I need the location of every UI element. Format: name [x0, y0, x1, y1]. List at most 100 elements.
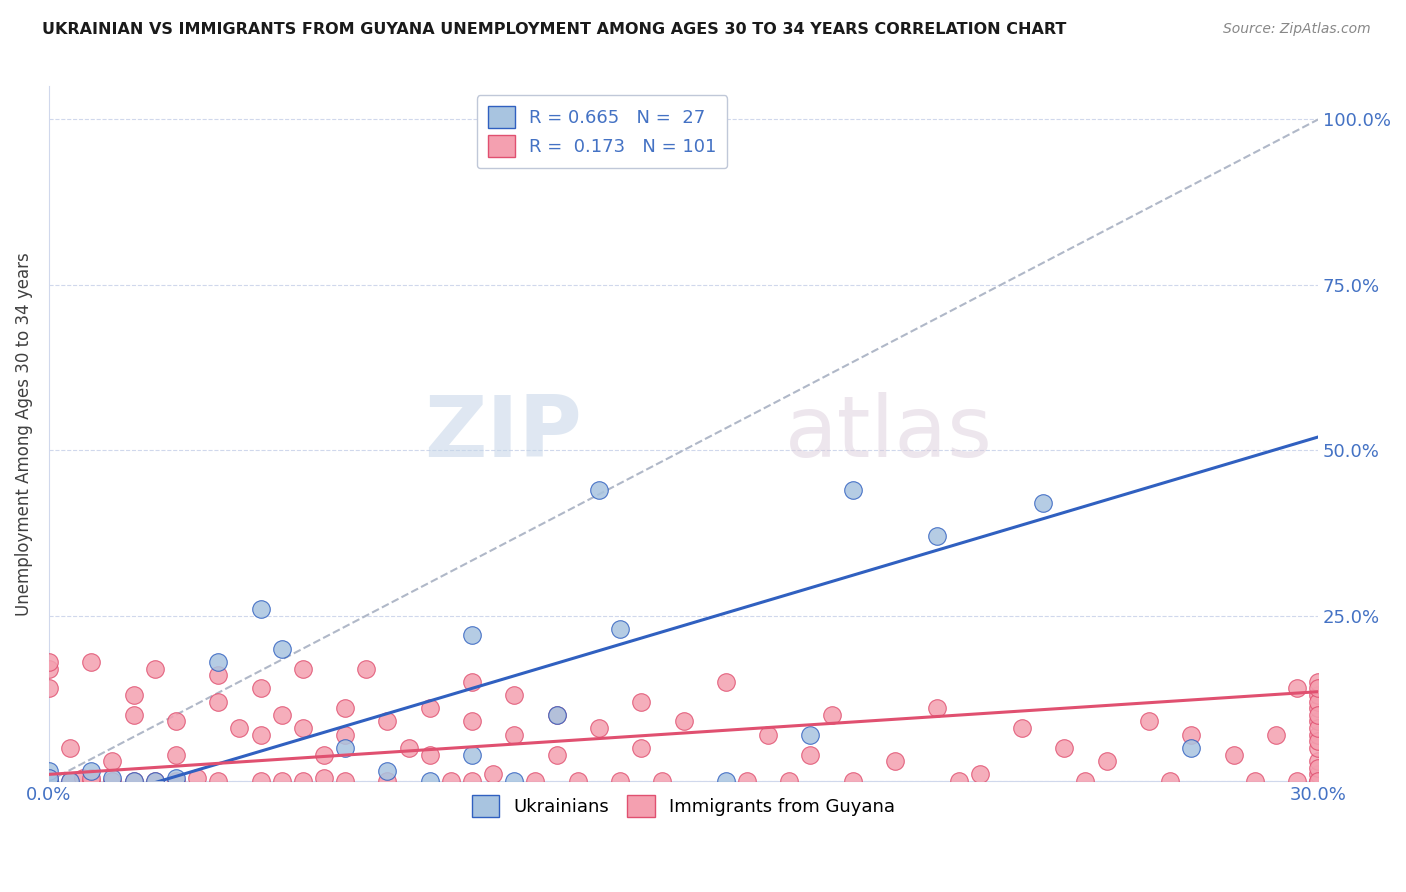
Point	[80, 655, 103, 669]
Point	[1308, 674, 1330, 689]
Point	[356, 661, 378, 675]
Point	[588, 483, 610, 497]
Y-axis label: Unemployment Among Ages 30 to 34 years: Unemployment Among Ages 30 to 34 years	[15, 252, 32, 615]
Point	[333, 728, 356, 742]
Point	[630, 695, 652, 709]
Text: ZIP: ZIP	[425, 392, 582, 475]
Point	[291, 774, 314, 789]
Point	[38, 655, 60, 669]
Point	[419, 747, 441, 762]
Point	[948, 774, 970, 789]
Point	[820, 707, 842, 722]
Point	[38, 774, 60, 789]
Point	[799, 747, 821, 762]
Point	[249, 681, 271, 696]
Point	[101, 754, 124, 768]
Point	[38, 774, 60, 789]
Point	[59, 774, 82, 789]
Point	[1180, 740, 1202, 755]
Point	[778, 774, 800, 789]
Point	[546, 747, 568, 762]
Point	[1053, 740, 1076, 755]
Point	[186, 771, 208, 785]
Point	[38, 771, 60, 785]
Point	[842, 483, 865, 497]
Point	[38, 771, 60, 785]
Point	[1308, 728, 1330, 742]
Point	[1308, 767, 1330, 781]
Legend: Ukrainians, Immigrants from Guyana: Ukrainians, Immigrants from Guyana	[465, 788, 903, 824]
Point	[588, 721, 610, 735]
Point	[503, 774, 526, 789]
Point	[333, 774, 356, 789]
Point	[377, 764, 399, 778]
Point	[1032, 496, 1054, 510]
Point	[884, 754, 907, 768]
Point	[270, 707, 292, 722]
Point	[249, 728, 271, 742]
Point	[291, 661, 314, 675]
Point	[122, 774, 145, 789]
Point	[714, 774, 737, 789]
Point	[207, 655, 229, 669]
Point	[80, 774, 103, 789]
Point	[609, 774, 631, 789]
Point	[1159, 774, 1181, 789]
Point	[799, 728, 821, 742]
Point	[1308, 754, 1330, 768]
Point	[1137, 714, 1160, 729]
Point	[333, 740, 356, 755]
Point	[122, 707, 145, 722]
Point	[270, 641, 292, 656]
Point	[72, 771, 94, 785]
Point	[609, 622, 631, 636]
Point	[80, 764, 103, 778]
Point	[842, 774, 865, 789]
Point	[165, 714, 187, 729]
Point	[207, 695, 229, 709]
Point	[1264, 728, 1286, 742]
Point	[1308, 695, 1330, 709]
Point	[122, 688, 145, 702]
Point	[461, 714, 484, 729]
Point	[1308, 774, 1330, 789]
Point	[1308, 740, 1330, 755]
Text: UKRAINIAN VS IMMIGRANTS FROM GUYANA UNEMPLOYMENT AMONG AGES 30 TO 34 YEARS CORRE: UKRAINIAN VS IMMIGRANTS FROM GUYANA UNEM…	[42, 22, 1067, 37]
Point	[1308, 734, 1330, 748]
Point	[461, 674, 484, 689]
Point	[143, 774, 166, 789]
Point	[1308, 721, 1330, 735]
Point	[1308, 688, 1330, 702]
Point	[165, 771, 187, 785]
Point	[651, 774, 673, 789]
Point	[1308, 707, 1330, 722]
Point	[1285, 774, 1308, 789]
Point	[419, 701, 441, 715]
Point	[101, 774, 124, 789]
Point	[207, 774, 229, 789]
Point	[440, 774, 463, 789]
Point	[249, 602, 271, 616]
Point	[398, 740, 420, 755]
Point	[333, 701, 356, 715]
Point	[1180, 728, 1202, 742]
Point	[165, 774, 187, 789]
Point	[1095, 754, 1118, 768]
Point	[1308, 701, 1330, 715]
Point	[461, 774, 484, 789]
Point	[228, 721, 250, 735]
Point	[756, 728, 779, 742]
Point	[207, 668, 229, 682]
Point	[1308, 681, 1330, 696]
Point	[735, 774, 758, 789]
Point	[143, 661, 166, 675]
Point	[419, 774, 441, 789]
Point	[377, 774, 399, 789]
Point	[927, 529, 949, 543]
Point	[38, 764, 60, 778]
Point	[482, 767, 505, 781]
Point	[546, 707, 568, 722]
Point	[312, 747, 335, 762]
Point	[1285, 681, 1308, 696]
Point	[122, 774, 145, 789]
